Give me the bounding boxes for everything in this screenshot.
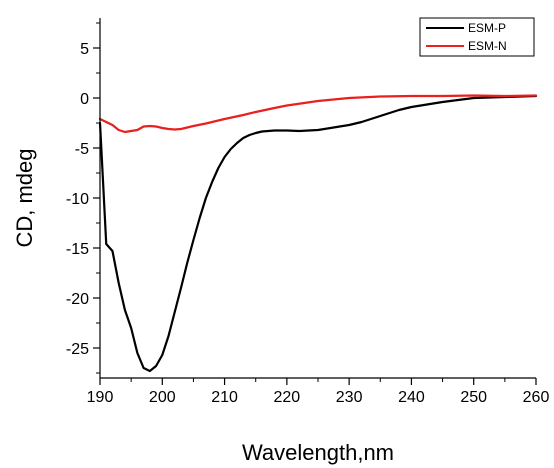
y-tick-label: -20 [66,291,89,308]
x-tick-label: 190 [87,389,114,406]
y-tick-label: 5 [80,41,89,58]
x-tick-label: 250 [460,389,487,406]
legend-label-esm-n: ESM-N [468,39,507,53]
x-tick-label: 240 [398,389,425,406]
series-line-esm-n [98,94,538,134]
y-tick-label: -25 [66,341,89,358]
ticks: 190 200 210 220 230 240 250 260 5 0 -5 -10 -15 -20 -25 [66,22,550,406]
y-tick-label: -15 [66,241,89,258]
legend: ESM-P ESM-N [419,17,535,57]
axes [99,18,536,379]
y-axis-title: CD, mdeg [12,148,37,247]
x-tick-label: 200 [149,389,176,406]
x-tick-label: 230 [336,389,363,406]
x-tick-label: 220 [274,389,301,406]
x-axis-title: Wavelength,nm [242,440,394,465]
series-line-esm-p [98,94,538,373]
y-tick-label: -10 [66,191,89,208]
legend-label-esm-p: ESM-P [468,21,506,35]
plot-area [98,94,538,373]
x-tick-label: 260 [523,389,550,406]
y-tick-label: -5 [75,141,89,158]
x-tick-label: 210 [211,389,238,406]
y-tick-label: 0 [80,91,89,108]
legend-box [419,17,535,57]
